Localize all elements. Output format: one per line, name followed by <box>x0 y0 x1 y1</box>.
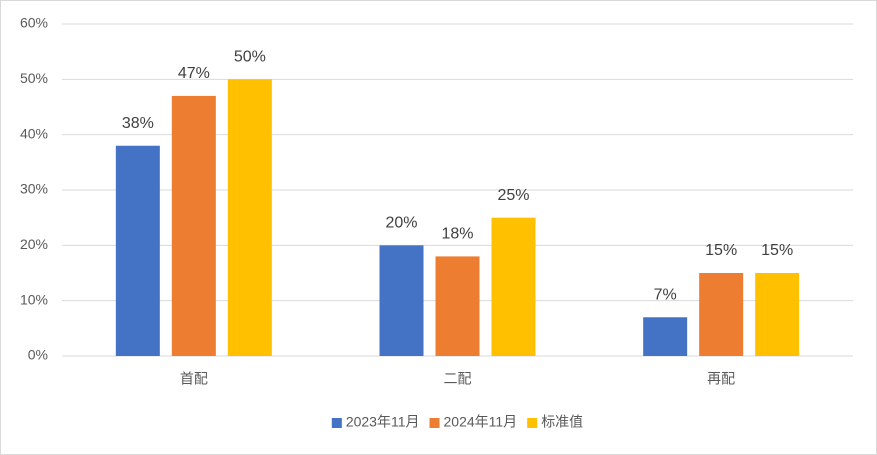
y-tick-label: 50% <box>20 70 48 86</box>
value-label: 20% <box>385 215 417 232</box>
legend-label: 2023年11月 <box>346 414 420 430</box>
x-tick-label: 二配 <box>444 371 472 387</box>
x-tick-label: 首配 <box>180 371 208 387</box>
value-label: 38% <box>122 115 154 132</box>
value-label: 15% <box>705 242 737 259</box>
legend-swatch <box>331 418 342 428</box>
bar <box>171 95 216 356</box>
bar <box>699 273 744 356</box>
legend-label: 标准值 <box>541 414 583 430</box>
value-label: 47% <box>178 65 210 82</box>
bar <box>379 245 424 356</box>
value-label: 18% <box>441 226 473 243</box>
y-tick-label: 10% <box>20 291 48 307</box>
y-tick-label: 60% <box>20 15 48 31</box>
value-label: 15% <box>761 242 793 259</box>
legend-swatch <box>429 418 440 428</box>
legend-label: 2024年11月 <box>444 414 518 430</box>
y-tick-label: 0% <box>28 347 48 363</box>
bar <box>643 317 688 356</box>
value-label: 7% <box>654 286 677 303</box>
value-label: 50% <box>234 49 266 66</box>
bar <box>227 79 272 356</box>
y-tick-label: 20% <box>20 236 48 252</box>
legend-swatch <box>527 418 538 428</box>
x-tick-label: 再配 <box>707 371 735 387</box>
bar <box>491 217 536 356</box>
value-label: 25% <box>497 187 529 204</box>
bar <box>115 145 160 356</box>
y-tick-label: 40% <box>20 125 48 141</box>
bar <box>755 273 800 356</box>
y-tick-label: 30% <box>20 181 48 197</box>
bar <box>435 256 480 356</box>
